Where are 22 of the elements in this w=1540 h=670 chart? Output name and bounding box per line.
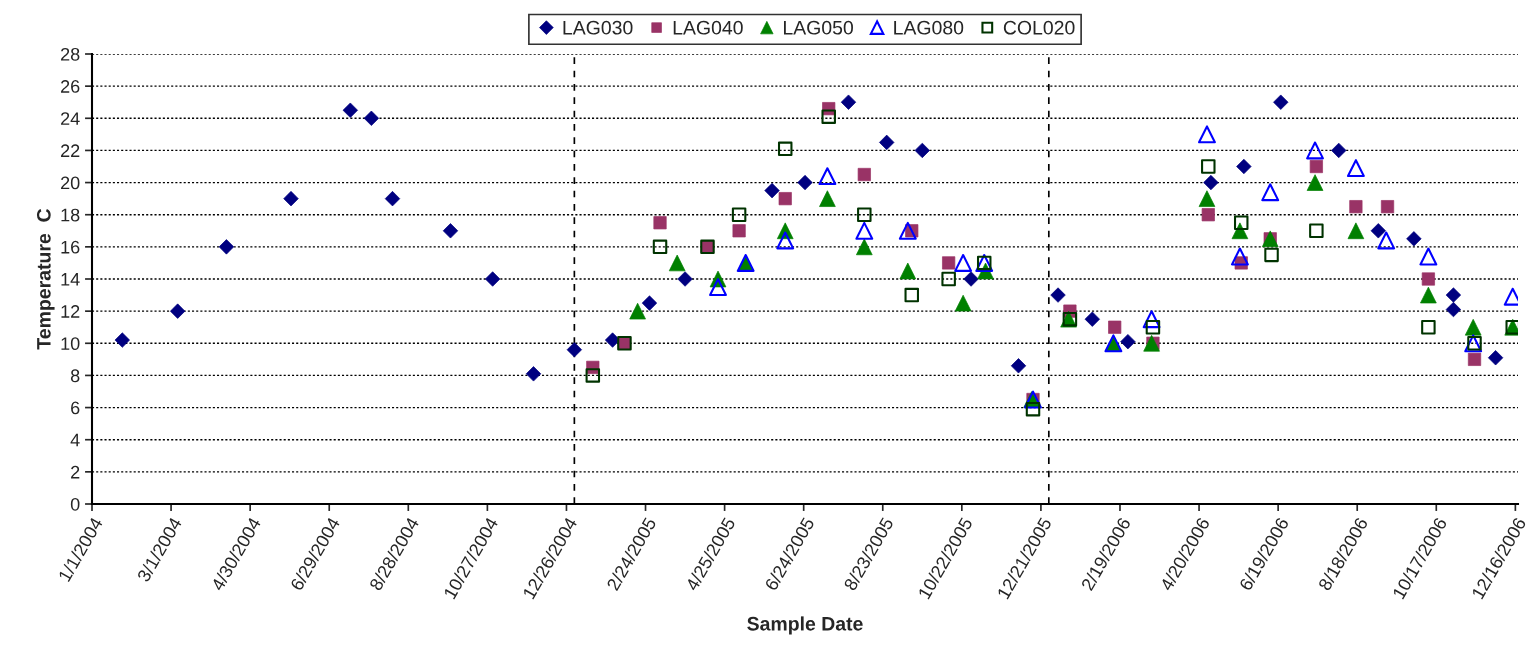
y-tick-label: 12 bbox=[61, 305, 80, 318]
y-tick-label: 28 bbox=[61, 47, 80, 61]
y-tick-label: 18 bbox=[61, 208, 80, 222]
legend-label: LAG040 bbox=[673, 20, 743, 35]
legend-label: LAG030 bbox=[563, 20, 633, 35]
x-axis-title: Sample Date bbox=[747, 616, 863, 635]
y-tick-label: 2 bbox=[71, 465, 80, 479]
legend-label: LAG050 bbox=[784, 20, 853, 35]
y-axis-title: Temperature C bbox=[36, 208, 55, 350]
y-tick-label: 0 bbox=[70, 497, 80, 511]
y-tick-label: 24 bbox=[61, 112, 80, 125]
legend-label: COL020 bbox=[1003, 20, 1075, 35]
y-tick-label: 10 bbox=[61, 337, 80, 351]
y-tick-label: 14 bbox=[61, 273, 80, 286]
y-tick-label: 8 bbox=[70, 369, 80, 383]
y-tick-label: 6 bbox=[71, 401, 80, 415]
y-tick-label: 20 bbox=[61, 176, 80, 190]
y-tick-label: 22 bbox=[61, 144, 80, 157]
legend-label: LAG080 bbox=[894, 20, 964, 35]
y-tick-label: 16 bbox=[61, 240, 80, 254]
y-tick-label: 4 bbox=[70, 433, 80, 447]
y-tick-label: 26 bbox=[61, 80, 80, 93]
